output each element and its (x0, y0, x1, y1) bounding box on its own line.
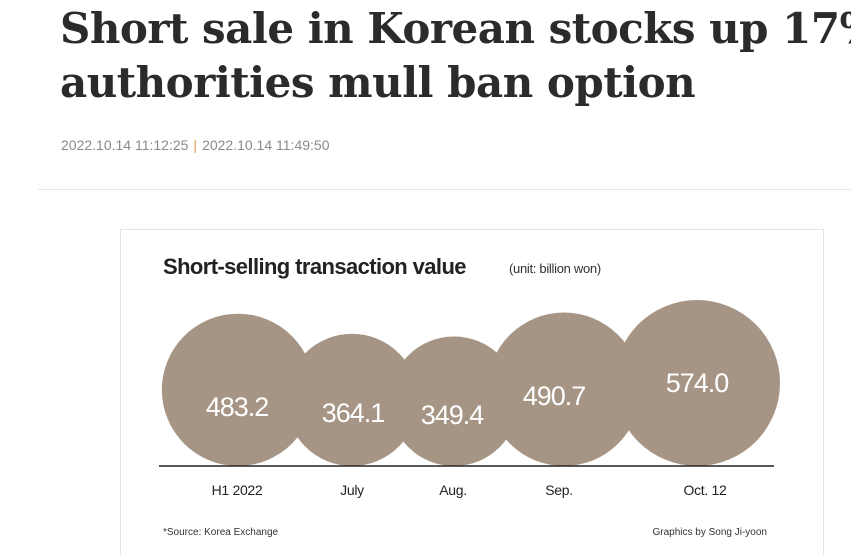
chart-title: Short-selling transaction value (163, 254, 466, 279)
value-label-3: 490.7 (523, 381, 586, 411)
chart-unit: (unit: billion won) (509, 261, 601, 276)
article-dates: 2022.10.14 11:12:25 | 2022.10.14 11:49:50 (61, 137, 329, 153)
headline-line-2: authorities mull ban option (60, 58, 696, 107)
category-label-2: Aug. (439, 482, 467, 498)
bubble-0 (161, 313, 315, 466)
headline: Short sale in Korean stocks up 17% autho… (60, 2, 851, 110)
bubble-chart: Short-selling transaction value (unit: bi… (159, 254, 780, 538)
bubble-1 (285, 333, 419, 466)
value-label-4: 574.0 (666, 368, 729, 398)
chart-frame: Short-selling transaction value (unit: bi… (120, 229, 824, 555)
category-label-0: H1 2022 (212, 482, 263, 498)
bubble-4 (614, 300, 780, 466)
chart-credit: Graphics by Song Ji-yoon (652, 527, 767, 538)
value-label-1: 364.1 (322, 398, 385, 428)
category-label-4: Oct. 12 (683, 482, 727, 498)
bubble-2 (389, 336, 519, 466)
value-label-0: 483.2 (206, 392, 269, 422)
header-divider (38, 189, 851, 190)
value-label-2: 349.4 (421, 400, 485, 430)
chart-source: *Source: Korea Exchange (163, 527, 279, 538)
published-date: 2022.10.14 11:12:25 (61, 137, 189, 153)
category-label-3: Sep. (545, 482, 573, 498)
bubble-3 (487, 312, 641, 466)
updated-date: 2022.10.14 11:49:50 (202, 137, 330, 153)
date-separator: | (193, 137, 198, 153)
headline-line-1: Short sale in Korean stocks up 17% (60, 4, 851, 53)
category-label-1: July (340, 482, 364, 498)
